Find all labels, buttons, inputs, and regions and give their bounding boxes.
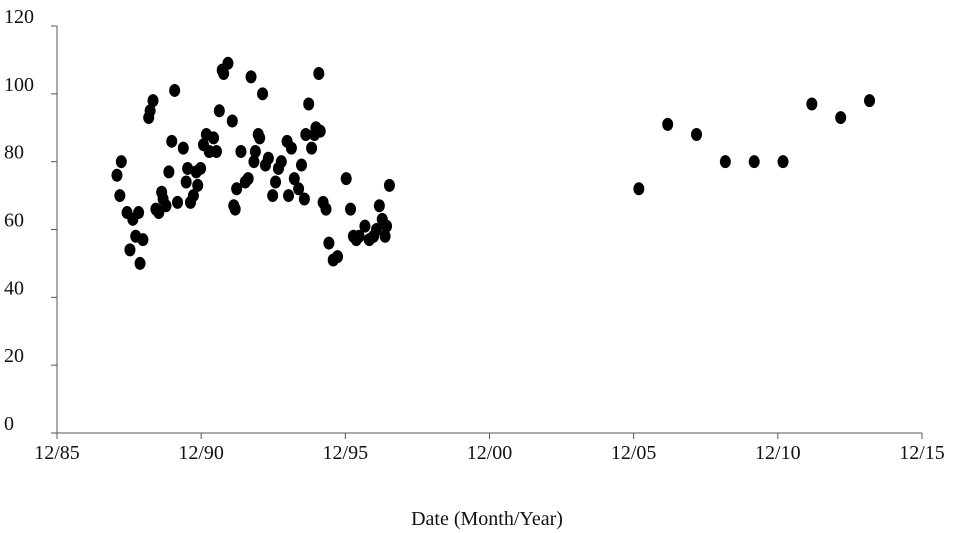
data-point <box>298 192 310 206</box>
data-point <box>248 155 260 169</box>
data-point-group <box>111 56 876 270</box>
data-point <box>370 223 382 236</box>
data-point <box>218 66 230 80</box>
data-point <box>359 219 371 233</box>
data-point <box>245 70 257 84</box>
data-point <box>134 256 146 270</box>
data-point <box>226 114 238 128</box>
data-point <box>320 202 332 216</box>
data-point <box>111 168 123 182</box>
data-point <box>124 243 136 257</box>
data-point <box>222 56 234 70</box>
data-point <box>192 178 204 192</box>
data-point <box>262 151 274 165</box>
data-point <box>195 161 207 175</box>
data-point <box>777 155 789 169</box>
data-point <box>288 172 300 186</box>
data-point <box>313 66 325 80</box>
data-point <box>267 189 279 203</box>
x-tick-label: 12/05 <box>611 442 657 464</box>
data-point <box>691 128 703 142</box>
data-point <box>285 141 297 155</box>
data-point <box>169 83 181 97</box>
data-point <box>283 189 295 203</box>
data-point <box>340 172 352 186</box>
data-point <box>379 229 391 243</box>
data-point <box>345 202 357 216</box>
data-point <box>144 104 156 118</box>
data-point <box>242 172 254 186</box>
data-point <box>662 117 674 131</box>
data-point <box>270 175 282 189</box>
y-tick-label: 60 <box>4 210 24 232</box>
x-tick-label: 12/15 <box>899 442 945 464</box>
data-point <box>115 155 127 169</box>
data-point <box>160 199 172 213</box>
data-point <box>177 141 189 155</box>
data-point <box>257 87 269 101</box>
data-point <box>249 144 261 158</box>
x-axis-title: Date (Month/Year) <box>411 508 563 530</box>
data-point <box>235 144 247 158</box>
data-point <box>187 189 199 203</box>
x-tick-group: 12/85 12/90 12/95 12/00 12/05 12/10 12/15 <box>34 433 945 464</box>
x-tick-label: 12/95 <box>323 442 369 464</box>
data-point <box>864 94 876 108</box>
y-tick-label: 80 <box>4 142 24 164</box>
data-point <box>229 202 241 216</box>
data-point <box>835 111 847 125</box>
data-point <box>208 131 220 145</box>
y-tick-label: 100 <box>4 74 34 96</box>
data-point <box>231 182 243 196</box>
data-point <box>806 97 818 111</box>
y-tick-label: 20 <box>4 345 24 367</box>
data-point <box>163 165 175 179</box>
data-point <box>353 229 365 243</box>
data-point <box>296 158 308 172</box>
data-point <box>306 141 318 155</box>
data-point <box>147 94 159 108</box>
data-point <box>172 195 184 209</box>
data-point <box>332 250 344 264</box>
data-point <box>633 182 645 196</box>
data-point <box>180 175 192 189</box>
data-point <box>182 161 194 175</box>
data-point <box>213 104 225 118</box>
data-point <box>303 97 315 111</box>
y-tick-group: 0 20 40 60 80 100 120 <box>4 6 57 435</box>
x-tick-label: 12/90 <box>178 442 224 464</box>
y-tick-label: 40 <box>4 277 24 299</box>
data-point <box>383 178 395 192</box>
data-point <box>114 189 126 203</box>
data-point <box>293 182 305 196</box>
y-tick-label: 120 <box>4 6 34 28</box>
data-point <box>254 131 266 145</box>
data-point <box>323 236 335 250</box>
data-point <box>381 219 393 233</box>
data-point <box>133 206 145 220</box>
x-tick-label: 12/85 <box>34 442 80 464</box>
data-point <box>719 155 731 169</box>
data-point <box>300 128 312 142</box>
data-point <box>166 134 178 148</box>
data-point <box>748 155 760 169</box>
y-tick-label: 0 <box>4 413 14 435</box>
data-point <box>314 124 326 138</box>
x-tick-label: 12/10 <box>755 442 801 464</box>
data-point <box>373 199 385 213</box>
data-point <box>275 155 287 169</box>
data-point <box>210 144 222 158</box>
axes-group <box>56 26 922 434</box>
x-tick-label: 12/00 <box>467 442 513 464</box>
data-point <box>137 233 149 247</box>
